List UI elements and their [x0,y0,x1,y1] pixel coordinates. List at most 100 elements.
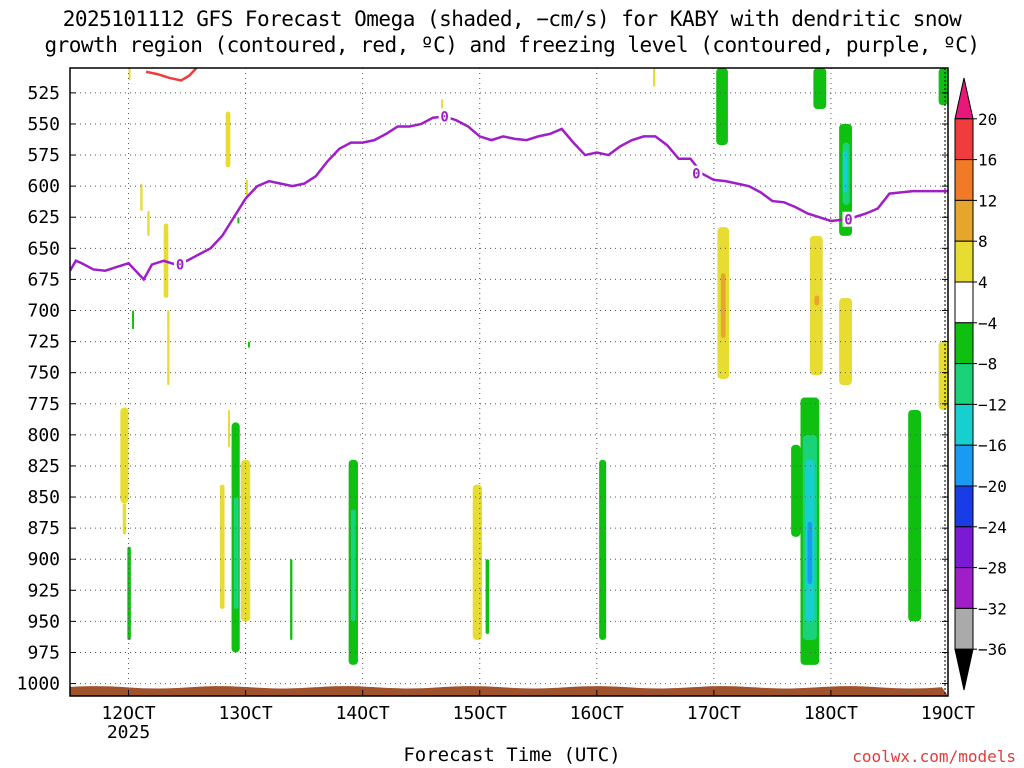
y-tick-label-800: 800 [27,425,60,446]
chart-title-line-2: growth region (contoured, red, ºC) and f… [44,33,980,57]
y-tick-label-550: 550 [27,114,60,135]
omega-cell-15 [219,484,225,609]
colorbar-swatch-8 [954,403,974,446]
omega-cell-28 [720,273,726,338]
colorbar-swatch-12 [954,567,974,609]
omega-cell-33 [809,235,823,376]
y-tick-label-725: 725 [27,332,60,353]
x-tick-label-16OCT: 16OCT [570,703,624,724]
colorbar-label-12: −32 [978,599,1007,618]
colorbar-label-5: −4 [978,314,997,333]
freezing-label-bg-3 [842,211,855,227]
y-tick-label-700: 700 [27,300,60,321]
omega-cell-7 [132,310,135,330]
omega-cell-20 [290,559,293,641]
omega-cell-23 [472,484,483,641]
omega-cell-9 [247,341,250,348]
y-tick-label-575: 575 [27,145,60,166]
x-tick-label-19OCT: 19OCT [921,703,975,724]
colorbar-swatch-3 [954,199,974,242]
y-tick-label-525: 525 [27,83,60,104]
omega-cell-41 [938,68,948,106]
colorbar-swatch-13 [954,607,974,650]
x-tick-sublabel-12OCT: 2025 [107,722,150,743]
colorbar-bottom-triangle [954,648,974,691]
colorbar-swatch-5 [954,281,974,324]
omega-cell-2 [245,179,248,197]
x-tick-label-18OCT: 18OCT [804,703,858,724]
x-tick-label-12OCT: 12OCT [101,703,155,724]
y-tick-label-825: 825 [27,456,60,477]
colorbar-swatch-6 [954,322,974,365]
dendritic-growth-contour [145,68,198,82]
freezing-level-line [70,115,948,282]
y-tick-label-600: 600 [27,176,60,197]
colorbar-swatch-4 [954,240,974,283]
omega-cell-0 [128,68,131,81]
terrain-surface [70,686,948,696]
omega-cell-26 [716,68,728,146]
x-tick-label-13OCT: 13OCT [219,703,273,724]
colorbar-swatch-11 [954,526,974,569]
colorbar-label-4: 4 [978,273,988,292]
colorbar-label-8: −16 [978,436,1007,455]
colorbar-label-6: −8 [978,355,997,374]
omega-cell-14 [127,546,131,641]
freezing-level-label-0: 0 [176,257,184,273]
x-axis-label: Forecast Time (UTC) [403,744,621,766]
omega-cell-8 [237,217,240,224]
omega-cell-40 [807,521,813,585]
y-tick-label-650: 650 [27,238,60,259]
y-tick-label-675: 675 [27,269,60,290]
colorbar-label-7: −12 [978,395,1007,414]
colorbar-swatch-7 [954,363,974,405]
omega-cell-17 [233,497,239,609]
y-tick-label-900: 900 [27,549,60,570]
omega-cell-43 [908,409,922,622]
omega-cell-4 [147,211,150,236]
omega-cell-25 [599,459,607,641]
colorbar-label-11: −28 [978,559,1007,578]
colorbar-swatch-2 [954,159,974,201]
y-tick-label-975: 975 [27,642,60,663]
colorbar-label-10: −24 [978,518,1007,537]
chart-title: 2025101112 GFS Forecast Omega (shaded, −… [0,6,1024,58]
y-tick-label-925: 925 [27,580,60,601]
colorbar-top-triangle [954,77,974,120]
omega-cell-6 [167,310,170,386]
omega-cell-12 [120,407,129,504]
colorbar-swatch-1 [954,118,974,161]
omega-cell-22 [350,509,356,622]
colorbar-label-2: 12 [978,191,997,210]
omega-cell-11 [652,68,656,87]
omega-cell-42 [938,341,948,410]
x-tick-label-15OCT: 15OCT [453,703,507,724]
y-tick-label-875: 875 [27,518,60,539]
colorbar-label-13: −36 [978,640,1007,659]
freezing-level-label-1: 0 [440,109,448,125]
omega-cell-29 [813,68,827,110]
omega-cell-32 [842,151,848,193]
credit-link[interactable]: coolwx.com/models [852,747,1016,766]
x-tick-label-17OCT: 17OCT [687,703,741,724]
colorbar-label-1: 16 [978,151,997,170]
omega-cell-24 [485,559,490,634]
omega-cell-36 [791,444,801,537]
freezing-level-label-3: 0 [844,213,852,229]
colorbar-label-9: −20 [978,477,1007,496]
y-tick-label-625: 625 [27,207,60,228]
colorbar-label-3: 8 [978,232,988,251]
plot-area: 0 0 0 0 [70,68,948,696]
plot-frame [69,67,949,697]
y-tick-label-1000: 1000 [17,674,60,695]
y-tick-label-750: 750 [27,363,60,384]
y-tick-label-775: 775 [27,394,60,415]
colorbar-swatch-9 [954,444,974,487]
omega-cell-34 [814,295,820,306]
colorbar-label-0: 20 [978,110,997,129]
y-tick-label-850: 850 [27,487,60,508]
x-tick-label-14OCT: 14OCT [336,703,390,724]
freezing-level-label-2: 0 [692,167,700,183]
colorbar-swatch-10 [954,485,974,528]
